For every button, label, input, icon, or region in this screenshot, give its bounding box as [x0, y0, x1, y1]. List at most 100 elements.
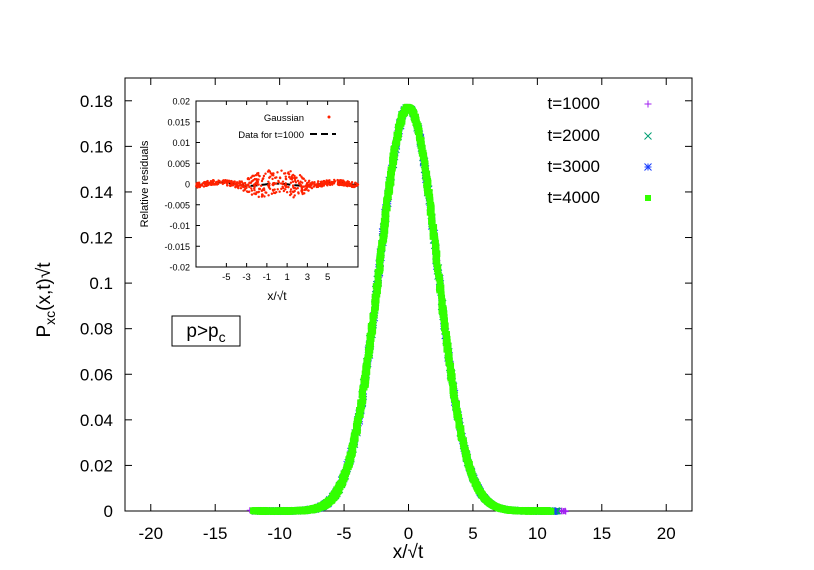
inset-gaussian-point	[247, 183, 250, 187]
inset-gaussian-point	[346, 182, 350, 186]
inset-gaussian-point	[307, 181, 310, 184]
inset-gaussian-point	[323, 181, 326, 185]
inset-gaussian-point	[281, 182, 284, 186]
inset-x-tick-label: 1	[284, 272, 289, 283]
inset-gaussian-point	[293, 176, 297, 180]
inset-y-tick-label: 0.015	[167, 117, 190, 127]
inset-gaussian-point	[291, 190, 295, 193]
y-tick-label: 0	[104, 502, 113, 521]
inset-gaussian-point	[264, 191, 267, 194]
inset-gaussian-point	[304, 184, 307, 188]
inset-gaussian-point	[261, 177, 264, 181]
inset-gaussian-point	[241, 182, 245, 185]
data-point-plus	[644, 100, 652, 108]
inset-gaussian-point	[275, 190, 278, 194]
inset-gaussian-point	[260, 179, 264, 183]
inset-y-tick-label: 0.005	[167, 159, 190, 169]
inset-gaussian-point	[276, 188, 279, 191]
inset-gaussian-point	[248, 185, 251, 189]
inset-gaussian-point	[272, 181, 276, 185]
inset-gaussian-point	[268, 182, 271, 185]
inset-gaussian-point	[250, 187, 253, 190]
annotation-box	[171, 315, 241, 347]
data-point-square	[645, 195, 651, 201]
x-tick-label: -10	[267, 524, 292, 543]
inset-x-tick-label: -5	[222, 272, 230, 283]
inset-gaussian-point	[301, 181, 304, 184]
inset-gaussian-point	[224, 179, 227, 182]
inset-y-tick-label: 0.01	[172, 138, 190, 148]
inset-gaussian-point	[247, 177, 250, 180]
inset-gaussian-point	[280, 169, 283, 172]
inset-gaussian-point	[322, 179, 326, 183]
inset-gaussian-point	[230, 179, 233, 183]
inset-gaussian-point	[282, 189, 286, 193]
inset-gaussian-point	[239, 187, 243, 190]
main-axis-ticks: -20 -15 -10 -5 0 5 10 15 2000.020.040.060.080.10…	[80, 78, 692, 543]
inset-gaussian-point	[297, 181, 301, 185]
inset-gaussian-point	[282, 186, 285, 190]
inset-gaussian-point	[198, 185, 202, 188]
inset-gaussian-point	[291, 173, 295, 177]
inset-gaussian-point	[248, 181, 251, 184]
data-point-star	[644, 163, 652, 171]
inset-gaussian-point	[281, 180, 285, 183]
inset-gaussian-point	[271, 183, 275, 187]
y-tick-label: 0.02	[80, 456, 113, 475]
inset-gaussian-point	[267, 180, 270, 183]
inset-gaussian-point	[329, 182, 332, 186]
y-tick-label: 0.18	[80, 92, 113, 111]
inset-legend-label-data: Data for t=1000	[238, 130, 304, 141]
inset-gaussian-point	[300, 175, 303, 178]
inset-gaussian-point	[278, 176, 282, 179]
inset-gaussian-point	[327, 180, 330, 183]
inset-gaussian-point	[348, 184, 351, 187]
inset-gaussian-point	[260, 195, 264, 198]
inset-gaussian-point	[347, 181, 350, 184]
inset-y-tick-label: -0.015	[164, 242, 190, 252]
inset-gaussian-point	[303, 192, 306, 195]
inset-gaussian-point	[292, 196, 295, 199]
inset-gaussian-point	[196, 186, 199, 189]
y-tick-label: 0.08	[80, 320, 113, 339]
inset-gaussian-point	[297, 191, 300, 194]
x-tick-label: 10	[528, 524, 547, 543]
inset-gaussian-point	[339, 180, 343, 183]
main-y-axis-label: Pxc(x,t)√t	[34, 262, 58, 338]
inset-gaussian-point	[296, 179, 300, 183]
inset-gaussian-point	[305, 182, 309, 186]
inset-gaussian-point	[258, 174, 261, 178]
inset-gaussian-point	[354, 181, 357, 185]
inset-gaussian-point	[311, 181, 314, 184]
inset-gaussian-point	[289, 170, 292, 173]
inset-gaussian-point	[234, 185, 237, 189]
inset-gaussian-point	[206, 181, 210, 185]
main-x-axis-label: x/√t	[393, 542, 424, 563]
x-tick-label: -15	[203, 524, 228, 543]
inset-y-tick-label: 0	[185, 180, 190, 190]
inset-gaussian-point	[301, 185, 305, 189]
inset-gaussian-point	[289, 181, 293, 184]
inset-gaussian-point	[355, 184, 359, 187]
series-t=4000	[250, 103, 555, 515]
inset-gaussian-point	[284, 175, 287, 178]
inset-gaussian-point	[304, 179, 307, 182]
data-point-plus	[562, 507, 569, 514]
x-tick-label: -20	[138, 524, 163, 543]
inset-gaussian-point	[351, 184, 354, 187]
inset-y-axis-label: Relative residuals	[139, 140, 151, 227]
inset-gaussian-point	[226, 184, 229, 187]
inset-data-points	[195, 169, 360, 199]
inset-gaussian-point	[197, 181, 201, 184]
inset-gaussian-point	[352, 185, 356, 189]
inset-gaussian-point	[227, 181, 230, 184]
inset-gaussian-point	[209, 180, 213, 183]
inset-gaussian-point	[271, 177, 274, 181]
inset-gaussian-point	[253, 188, 256, 192]
inset-gaussian-point	[233, 180, 236, 183]
y-tick-label: 0.06	[80, 365, 113, 384]
inset-gaussian-point	[202, 185, 206, 188]
inset-gaussian-point	[289, 188, 293, 191]
inset-gaussian-point	[305, 188, 308, 191]
inset-gaussian-point	[222, 179, 225, 182]
